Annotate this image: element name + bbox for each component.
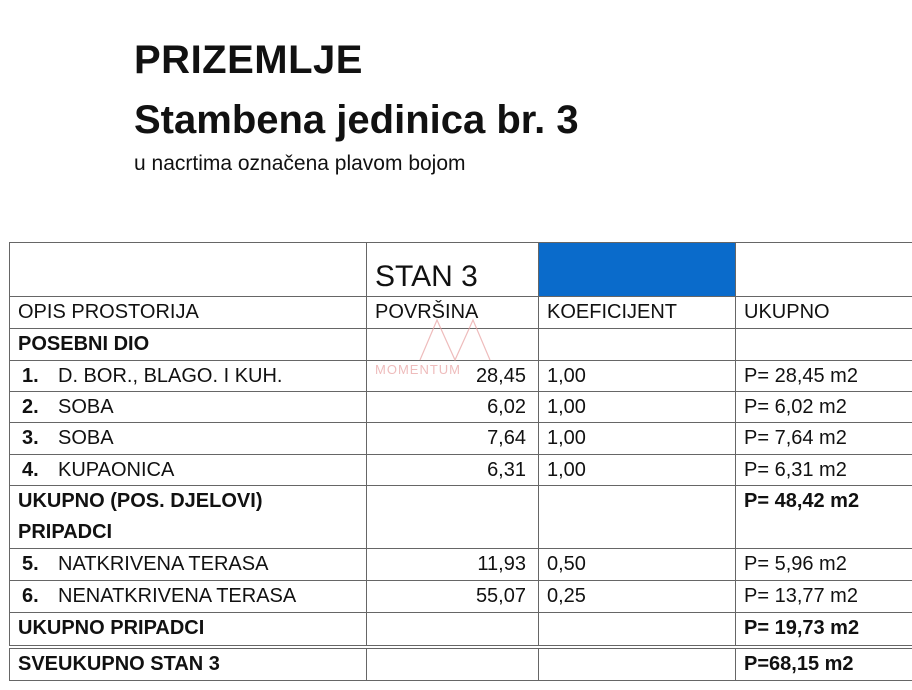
row-name: NENATKRIVENA TERASA	[58, 585, 297, 607]
subtotal-total: P= 19,73 m2	[735, 612, 912, 647]
subtotal-row: UKUPNO (POS. DJELOVI) P= 48,42 m2	[9, 485, 912, 518]
subtotal-label: UKUPNO (POS. DJELOVI)	[9, 485, 367, 518]
row-total: P= 6,31 m2	[735, 454, 912, 486]
row-coef: 1,00	[538, 360, 736, 392]
grand-total-label: SVEUKUPNO STAN 3	[9, 644, 367, 681]
row-total: P= 13,77 m2	[735, 580, 912, 613]
row-area: 55,07	[366, 580, 539, 613]
grand-total-value: P=68,15 m2	[735, 644, 912, 681]
watermark-logo-icon	[419, 318, 491, 362]
row-area: 6,31	[366, 454, 539, 486]
row-no: 4.	[22, 458, 39, 481]
column-headers: OPIS PROSTORIJA POVRŠINA KOEFICIJENT UKU…	[9, 296, 912, 329]
unit-title: Stambena jedinica br. 3	[134, 98, 579, 142]
area-table: STAN 3 OPIS PROSTORIJA POVRŠINA KOEFICIJ…	[9, 242, 912, 681]
row-no: 5.	[22, 553, 39, 575]
page-title: PRIZEMLJE	[134, 38, 363, 82]
col-header-area: POVRŠINA	[366, 296, 539, 329]
row-area: 7,64	[366, 422, 539, 455]
grand-total-row: SVEUKUPNO STAN 3 P=68,15 m2	[9, 644, 912, 681]
unit-label: STAN 3	[366, 242, 539, 297]
row-total: P= 7,64 m2	[735, 422, 912, 455]
table-header-top: STAN 3	[9, 242, 912, 297]
row-name: KUPAONICA	[58, 458, 175, 481]
row-total: P= 6,02 m2	[735, 391, 912, 423]
col-header-coefficient: KOEFICIJENT	[538, 296, 736, 329]
row-name: SOBA	[58, 427, 114, 449]
row-name: NATKRIVENA TERASA	[58, 553, 269, 575]
table-row: 4. KUPAONICA 6,31 1,00 P= 6,31 m2	[9, 454, 912, 486]
subtitle-note: u nacrtima označena plavom bojom	[134, 152, 466, 175]
row-coef: 1,00	[538, 454, 736, 486]
row-coef: 1,00	[538, 422, 736, 455]
subtotal-row: UKUPNO PRIPADCI P= 19,73 m2	[9, 612, 912, 647]
section-label: POSEBNI DIO	[9, 328, 367, 361]
row-name: D. BOR., BLAGO. I KUH.	[58, 364, 283, 387]
table-row: 1. D. BOR., BLAGO. I KUH. 28,45 1,00 P= 2…	[9, 360, 912, 392]
subtotal-total: P= 48,42 m2	[735, 485, 912, 518]
col-header-description: OPIS PROSTORIJA	[9, 296, 367, 329]
row-total: P= 5,96 m2	[735, 548, 912, 581]
table-row: 5. NATKRIVENA TERASA 11,93 0,50 P= 5,96 m…	[9, 548, 912, 581]
row-no: 3.	[22, 427, 39, 449]
col-header-total: UKUPNO	[735, 296, 912, 329]
row-no: 2.	[22, 395, 39, 418]
color-swatch	[538, 242, 736, 297]
section-label: PRIPADCI	[9, 517, 367, 549]
table-row: 6. NENATKRIVENA TERASA 55,07 0,25 P= 13,7…	[9, 580, 912, 613]
table-row: 2. SOBA 6,02 1,00 P= 6,02 m2	[9, 391, 912, 423]
watermark-text: MOMENTUM	[375, 362, 461, 377]
section-row: PRIPADCI	[9, 517, 912, 549]
row-coef: 0,25	[538, 580, 736, 613]
subtotal-label: UKUPNO PRIPADCI	[9, 612, 367, 647]
row-name: SOBA	[58, 395, 114, 418]
row-area: 11,93	[366, 548, 539, 581]
row-no: 1.	[22, 364, 39, 387]
row-coef: 0,50	[538, 548, 736, 581]
row-no: 6.	[22, 585, 39, 607]
row-area: 6,02	[366, 391, 539, 423]
row-coef: 1,00	[538, 391, 736, 423]
table-row: 3. SOBA 7,64 1,00 P= 7,64 m2	[9, 422, 912, 455]
row-total: P= 28,45 m2	[735, 360, 912, 392]
